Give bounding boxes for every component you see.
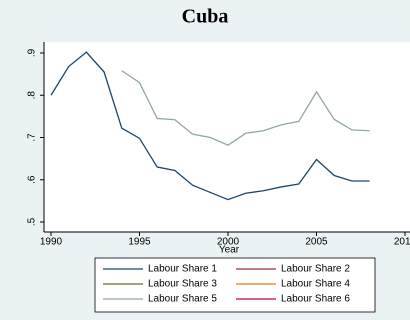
series-line xyxy=(121,70,370,146)
legend-label: Labour Share 1 xyxy=(148,264,217,275)
x-tick-label: 2000 xyxy=(217,237,240,248)
x-tick-label: 1995 xyxy=(128,237,151,248)
plot-area xyxy=(44,42,410,232)
legend-label: Labour Share 4 xyxy=(281,279,350,290)
legend xyxy=(94,257,376,313)
x-axis-label: Year xyxy=(219,245,240,256)
y-tick-label: .6 xyxy=(27,175,38,184)
chart-title: Cuba xyxy=(182,6,229,28)
legend-label: Labour Share 6 xyxy=(281,294,350,305)
x-tick-label: 1990 xyxy=(40,237,63,248)
x-tick-label: 2005 xyxy=(305,237,328,248)
legend-label: Labour Share 5 xyxy=(148,294,217,305)
y-tick-label: .7 xyxy=(27,133,38,142)
y-tick-label: .9 xyxy=(27,48,38,57)
series-line xyxy=(50,51,370,201)
x-tick-label: 2010 xyxy=(394,237,410,248)
legend-label: Labour Share 3 xyxy=(148,279,217,290)
y-tick-label: .5 xyxy=(27,217,38,226)
legend-label: Labour Share 2 xyxy=(281,264,350,275)
y-tick-label: .8 xyxy=(27,91,38,100)
